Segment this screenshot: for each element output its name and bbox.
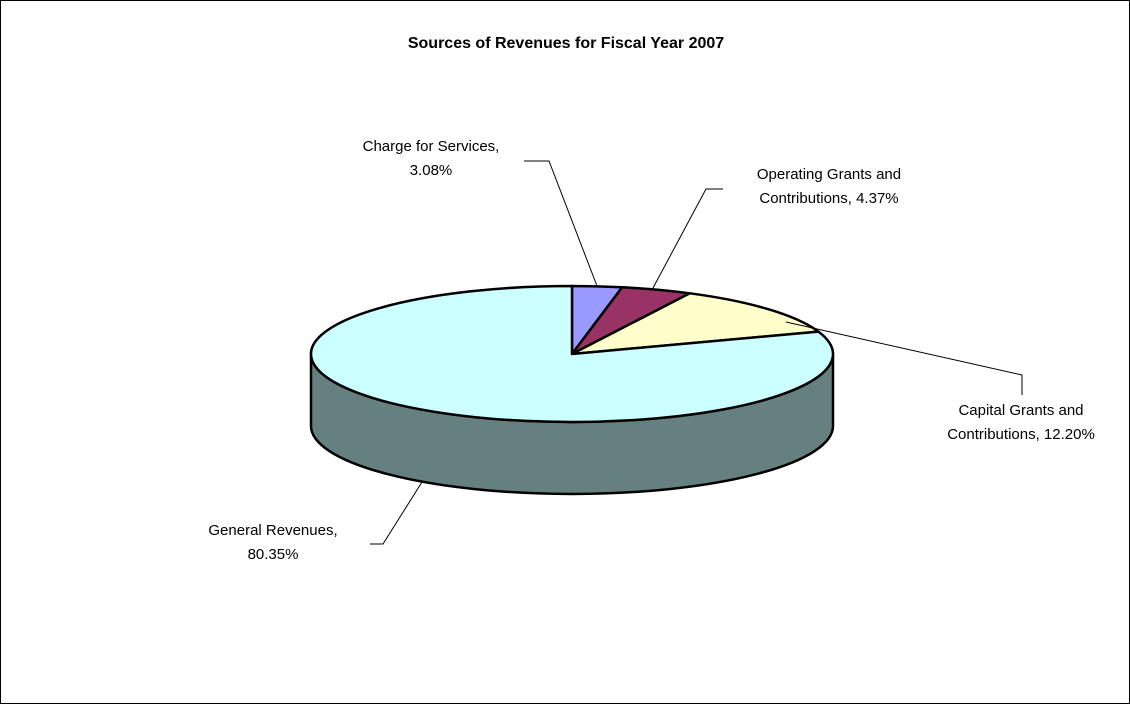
label-charge-for-services: Charge for Services, 3.08% — [331, 135, 531, 183]
leader-line-2 — [785, 321, 1023, 395]
leader-line-1 — [652, 188, 723, 289]
label-capital-line2: Contributions, 12.20% — [947, 426, 1095, 443]
label-capital-grants: Capital Grants and Contributions, 12.20% — [921, 399, 1121, 447]
label-general-line1: General Revenues, — [208, 522, 338, 539]
label-general-line2: 80.35% — [247, 546, 299, 563]
label-operating-line2: Contributions, 4.37% — [759, 190, 899, 207]
label-charge-line2: 3.08% — [409, 162, 453, 179]
chart-title: Sources of Revenues for Fiscal Year 2007 — [407, 35, 725, 52]
leader-line-0 — [524, 160, 598, 287]
label-capital-line1: Capital Grants and — [958, 402, 1084, 419]
label-general-revenues: General Revenues, 80.35% — [173, 519, 373, 567]
label-operating-grants: Operating Grants and Contributions, 4.37… — [719, 163, 939, 211]
pie-slice-3 — [309, 284, 835, 424]
label-charge-line1: Charge for Services, — [362, 138, 500, 155]
label-operating-line1: Operating Grants and — [756, 166, 902, 183]
leader-line-3 — [370, 481, 423, 545]
